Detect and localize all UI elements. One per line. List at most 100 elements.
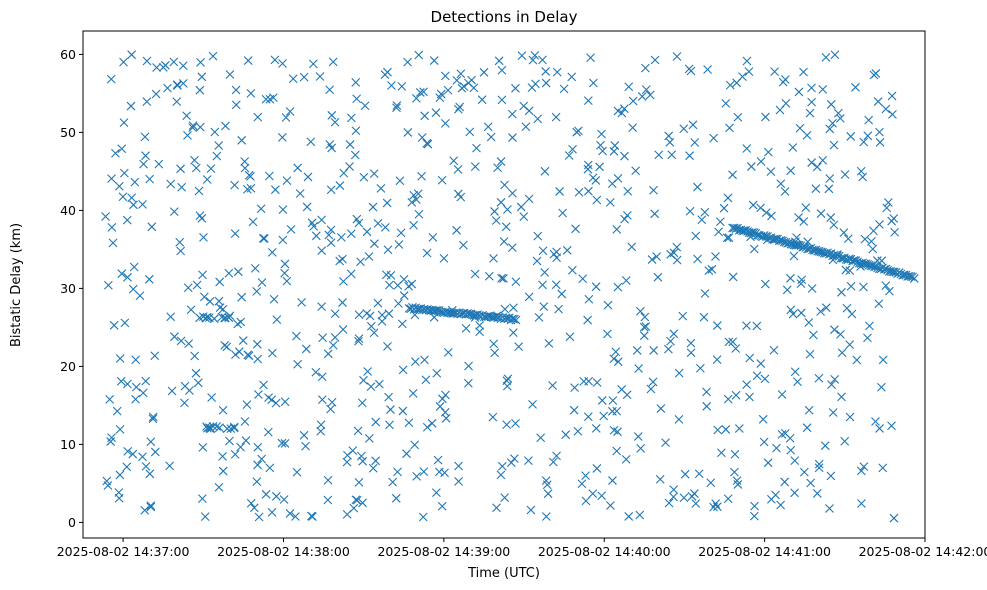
detection-marker (786, 445, 796, 455)
detection-marker (107, 174, 116, 184)
detection-marker (230, 180, 240, 190)
detection-marker (742, 321, 751, 331)
detection-marker (429, 56, 439, 65)
detection-marker (218, 405, 228, 415)
detection-marker (233, 267, 243, 277)
detection-marker (119, 118, 129, 127)
detection-marker (859, 259, 869, 269)
detection-marker (364, 252, 374, 261)
detection-marker (198, 270, 207, 280)
detection-marker (583, 315, 593, 325)
detection-marker (418, 512, 428, 522)
detection-marker (648, 377, 658, 387)
detection-marker (489, 254, 498, 263)
detection-marker (433, 455, 443, 465)
detection-marker (419, 467, 429, 477)
detection-marker (497, 95, 507, 105)
detection-marker (749, 511, 759, 521)
detection-marker (863, 131, 873, 141)
detection-marker (514, 342, 524, 351)
detection-marker (440, 118, 450, 128)
detection-marker (265, 171, 274, 181)
detection-marker (830, 325, 839, 335)
detection-marker (352, 495, 362, 505)
detection-marker (717, 448, 726, 458)
detection-marker (842, 303, 852, 313)
detection-marker (552, 247, 561, 257)
detection-marker (147, 222, 157, 232)
detection-marker (317, 246, 327, 256)
detection-marker (130, 177, 140, 187)
detection-marker (221, 121, 230, 131)
detection-marker (528, 55, 538, 65)
detection-marker (731, 344, 741, 353)
detection-marker (469, 83, 479, 93)
detection-marker (183, 130, 192, 140)
detection-marker (371, 456, 381, 466)
detection-marker (856, 166, 866, 176)
detection-marker (458, 240, 468, 250)
detection-marker (786, 273, 795, 283)
detection-marker (845, 266, 855, 276)
detection-marker (674, 414, 684, 424)
detection-marker (806, 478, 816, 488)
detection-marker (325, 85, 335, 95)
detection-marker (421, 375, 431, 385)
detection-marker (732, 476, 742, 486)
detection-marker (867, 237, 876, 246)
detection-marker (253, 460, 263, 470)
detection-marker (852, 355, 862, 365)
detection-marker (123, 379, 132, 389)
detection-marker (368, 463, 378, 473)
detection-marker (467, 75, 476, 85)
detection-marker (292, 331, 301, 341)
detection-marker (772, 443, 781, 453)
detection-marker (254, 512, 264, 522)
detection-marker (422, 248, 432, 258)
detection-marker (231, 350, 240, 360)
detection-marker (443, 85, 453, 95)
detection-marker (612, 446, 622, 456)
detection-marker (612, 224, 622, 234)
detection-marker (669, 492, 678, 502)
detection-marker (794, 213, 804, 222)
detection-marker (339, 168, 349, 178)
detection-marker (392, 103, 401, 113)
detection-marker (388, 477, 398, 487)
detection-marker (807, 284, 817, 293)
detection-marker (881, 104, 891, 114)
detection-marker (752, 321, 762, 331)
detection-marker (835, 114, 845, 123)
detection-marker (150, 351, 160, 361)
detection-marker (888, 109, 897, 119)
detection-marker (574, 187, 584, 197)
x-tick-label: 2025-08-02 14:38:00 (217, 544, 350, 559)
detection-marker (669, 329, 679, 339)
detection-marker (358, 456, 368, 466)
detection-marker (327, 397, 337, 407)
detection-marker (786, 166, 796, 176)
detection-marker (524, 292, 534, 302)
detection-marker (309, 221, 319, 231)
detection-marker (558, 208, 568, 218)
detection-marker (123, 446, 133, 456)
y-tick-label: 20 (60, 359, 76, 374)
detection-marker (639, 322, 649, 332)
detection-marker (323, 495, 333, 505)
detection-marker (243, 56, 253, 65)
detection-marker (488, 412, 498, 422)
detection-marker (394, 299, 403, 308)
detection-marker (766, 494, 776, 504)
detection-marker (748, 200, 758, 210)
detection-marker (530, 50, 540, 60)
detection-marker (679, 493, 689, 503)
detection-marker (721, 99, 731, 108)
detection-marker (818, 156, 828, 165)
detection-marker (603, 300, 613, 310)
detection-marker (503, 205, 512, 214)
detection-marker (263, 427, 273, 437)
detection-marker (544, 338, 554, 348)
detection-marker (339, 277, 348, 286)
detection-marker (793, 377, 802, 387)
detection-marker (711, 252, 720, 261)
